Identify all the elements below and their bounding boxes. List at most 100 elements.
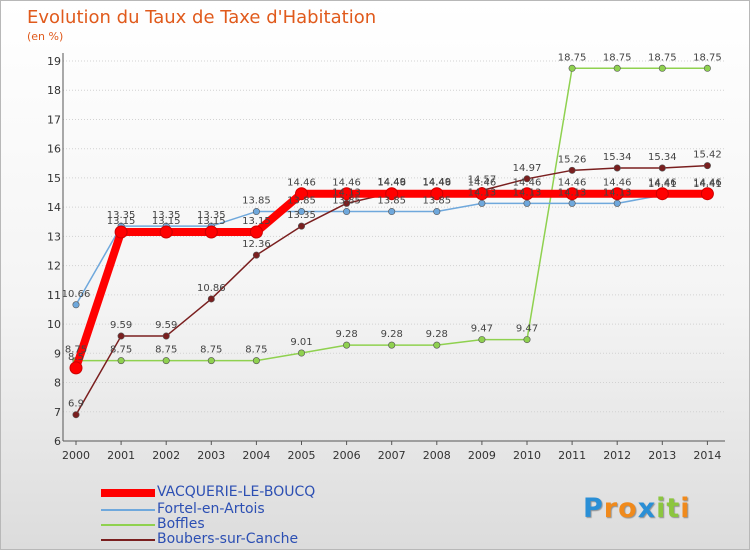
chart-title: Evolution du Taux de Taxe d'Habitation <box>27 7 377 28</box>
data-label: 15.34 <box>648 152 677 163</box>
data-label: 14.46 <box>468 178 497 189</box>
legend-label: Boffles <box>157 516 205 532</box>
x-tick-label: 2000 <box>62 449 90 462</box>
data-point <box>117 357 125 365</box>
data-label: 18.75 <box>603 52 632 63</box>
x-tick-label: 2012 <box>603 449 631 462</box>
data-label: 9.47 <box>516 324 538 335</box>
legend-swatch <box>101 524 155 526</box>
data-label: 18.75 <box>693 52 722 63</box>
y-tick-label: 8 <box>54 377 61 390</box>
data-point <box>433 341 441 349</box>
data-point <box>523 336 531 344</box>
x-tick-label: 2002 <box>152 449 180 462</box>
logo-letter: i <box>656 493 667 524</box>
data-point <box>252 208 260 216</box>
data-point <box>568 199 576 207</box>
data-point <box>568 64 576 72</box>
data-point <box>523 175 531 183</box>
data-point <box>613 164 621 172</box>
x-tick-label: 2008 <box>423 449 451 462</box>
data-label: 14.13 <box>468 187 497 198</box>
data-point <box>430 187 444 201</box>
logo-letter: P <box>583 493 604 524</box>
data-point <box>703 64 711 72</box>
legend-label: VACQUERIE-LE-BOUCQ <box>157 484 316 500</box>
data-point <box>520 187 534 201</box>
data-label: 14.13 <box>332 187 361 198</box>
x-tick-label: 2010 <box>513 449 541 462</box>
data-label: 13.15 <box>242 216 271 227</box>
y-tick-label: 18 <box>47 84 61 97</box>
logo-letter: x <box>637 493 657 524</box>
data-label: 8.5 <box>68 352 84 363</box>
data-label: 13.35 <box>107 210 136 221</box>
data-label: 14.49 <box>422 177 451 188</box>
logo-letter: t <box>666 493 681 524</box>
data-label: 13.35 <box>152 210 181 221</box>
data-point <box>252 357 260 365</box>
data-point <box>433 208 441 216</box>
data-point <box>69 361 83 375</box>
data-point <box>388 208 396 216</box>
data-label: 10.86 <box>197 283 226 294</box>
data-label: 12.36 <box>242 239 271 250</box>
data-point <box>295 187 308 201</box>
data-point <box>114 225 128 239</box>
logo-letter: o <box>618 493 638 524</box>
x-tick-label: 2005 <box>288 449 316 462</box>
y-tick-label: 19 <box>47 55 61 68</box>
data-label: 14.46 <box>377 178 406 189</box>
data-label: 14.13 <box>603 187 632 198</box>
logo-letter: r <box>603 493 619 524</box>
data-point <box>343 341 351 349</box>
data-point <box>297 349 305 357</box>
data-label: 9.59 <box>110 320 132 331</box>
data-point <box>252 251 260 259</box>
data-label: 10.66 <box>62 289 91 300</box>
chart-subtitle: (en %) <box>27 30 64 43</box>
y-tick-label: 13 <box>47 230 61 243</box>
data-point <box>388 341 396 349</box>
x-tick-label: 2014 <box>693 449 721 462</box>
y-tick-label: 11 <box>47 289 61 302</box>
data-point <box>655 187 669 201</box>
x-tick-label: 2007 <box>378 449 406 462</box>
data-label: 14.57 <box>468 174 497 185</box>
legend-swatch <box>101 509 155 511</box>
y-tick-label: 17 <box>47 113 61 126</box>
data-point <box>72 301 80 309</box>
data-point <box>249 225 263 239</box>
data-label: 13.15 <box>197 216 226 227</box>
data-point <box>565 187 579 201</box>
x-tick-label: 2004 <box>242 449 270 462</box>
data-point <box>297 208 305 216</box>
data-label: 8.75 <box>110 345 132 356</box>
data-point <box>297 222 305 230</box>
data-label: 14.41 <box>693 179 722 190</box>
x-tick-label: 2009 <box>468 449 496 462</box>
data-label: 18.75 <box>648 52 677 63</box>
y-tick-label: 7 <box>54 406 61 419</box>
data-label: 13.85 <box>287 196 316 207</box>
data-point <box>613 199 621 207</box>
data-point <box>613 64 621 72</box>
legend-label: Boubers-sur-Canche <box>157 531 299 547</box>
data-point <box>207 357 215 365</box>
data-label: 14.46 <box>648 178 677 189</box>
logo-letter: i <box>680 493 691 524</box>
data-label: 15.34 <box>603 152 632 163</box>
data-point <box>207 295 215 303</box>
data-label: 9.47 <box>471 324 493 335</box>
data-label: 14.46 <box>603 178 632 189</box>
data-label: 13.85 <box>332 196 361 207</box>
data-label: 9.01 <box>290 337 312 348</box>
data-point <box>159 225 173 239</box>
y-tick-label: 15 <box>47 172 61 185</box>
data-point <box>385 187 399 201</box>
y-tick-label: 10 <box>47 318 61 331</box>
x-tick-label: 2003 <box>197 449 225 462</box>
data-point <box>204 225 218 239</box>
